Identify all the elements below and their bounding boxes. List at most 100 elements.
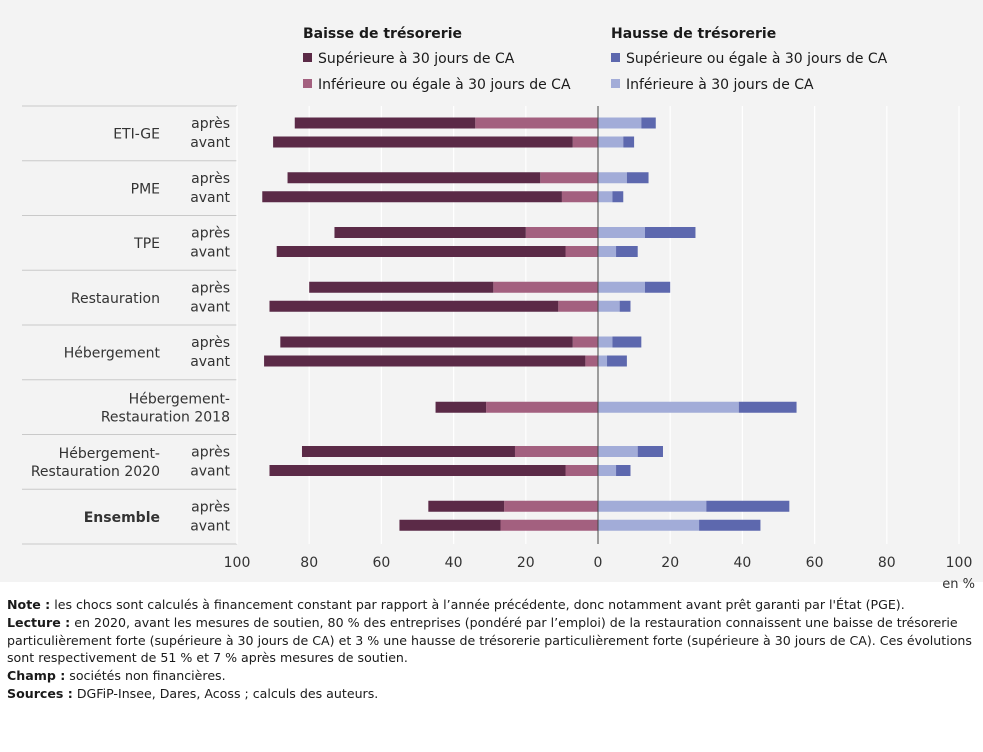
bar-segment-hausse-inf30 [598, 117, 642, 129]
bar-segment-baisse-sup30 [334, 227, 526, 238]
bar-sublabel: après [191, 226, 230, 242]
lecture-label: Lecture : [7, 614, 71, 630]
x-tick-label: 100 [946, 555, 973, 571]
category-label: Ensemble [84, 510, 160, 526]
bar-sublabel: avant [190, 135, 230, 151]
bar-segment-baisse-inf30 [561, 191, 598, 203]
bar-segment-hausse-sup30 [641, 117, 656, 129]
bar-segment-baisse-inf30 [558, 300, 598, 312]
x-unit-label: en % [942, 577, 975, 590]
bar-segment-hausse-sup30 [626, 172, 649, 184]
x-tick-label: 60 [372, 555, 390, 571]
bar-segment-baisse-inf30 [514, 446, 598, 457]
bar-segment-hausse-sup30 [612, 336, 642, 348]
bar-segment-baisse-sup30 [264, 355, 586, 367]
bar-segment-baisse-inf30 [525, 227, 598, 238]
bar-segment-hausse-inf30 [598, 446, 638, 457]
bar-segment-baisse-inf30 [486, 401, 598, 413]
bar-segment-baisse-sup30 [399, 519, 501, 531]
bar-segment-baisse-inf30 [572, 336, 598, 348]
x-tick-label: 100 [224, 555, 251, 571]
bar-sublabel: après [191, 171, 230, 187]
legend-label: Supérieure à 30 jours de CA [318, 51, 515, 67]
bar-segment-hausse-sup30 [644, 281, 671, 293]
bar-sublabel: avant [190, 299, 230, 315]
legend-item-baisse-inf30: Inférieure ou égale à 30 jours de CA [303, 77, 571, 93]
lecture-text: en 2020, avant les mesures de soutien, 8… [7, 614, 972, 666]
bar-segment-hausse-inf30 [598, 172, 627, 184]
bar-segment-baisse-sup30 [301, 446, 515, 457]
legend-item-hausse-sup30: Supérieure ou égale à 30 jours de CA [611, 51, 887, 67]
category-label: Hébergement- [129, 391, 230, 407]
bar-segment-hausse-inf30 [598, 519, 700, 531]
x-tick-label: 0 [594, 555, 603, 571]
x-tick-label: 80 [878, 555, 896, 571]
legend-swatch [303, 53, 312, 62]
bar-segment-baisse-sup30 [435, 401, 487, 413]
bar-sublabel: avant [190, 245, 230, 261]
x-tick-label: 60 [806, 555, 824, 571]
bar-segment-baisse-inf30 [475, 117, 598, 129]
bar-segment-baisse-sup30 [428, 500, 505, 512]
bar-sublabel: après [191, 335, 230, 351]
category-label: Hébergement- [59, 446, 160, 462]
bar-sublabel: avant [190, 354, 230, 370]
bar-segment-hausse-sup30 [607, 355, 627, 367]
sources-text: DGFiP-Insee, Dares, Acoss ; calculs des … [72, 685, 379, 701]
x-tick-label: 20 [661, 555, 679, 571]
bar-segment-baisse-inf30 [585, 355, 598, 367]
bar-segment-baisse-inf30 [572, 136, 598, 148]
bar-segment-hausse-inf30 [598, 227, 645, 238]
legend-item-baisse-sup30: Supérieure à 30 jours de CA [303, 51, 514, 67]
legend-label: Inférieure ou égale à 30 jours de CA [318, 77, 571, 93]
x-tick-label: 20 [517, 555, 535, 571]
category-label: ETI-GE [113, 127, 160, 143]
sources-line: Sources : DGFiP-Insee, Dares, Acoss ; ca… [7, 685, 975, 703]
bar-segment-baisse-sup30 [294, 117, 476, 129]
note-text: les chocs sont calculés à financement co… [50, 597, 905, 612]
bar-sublabel: avant [190, 518, 230, 534]
x-tick-label: 80 [300, 555, 318, 571]
category-label: Restauration [71, 291, 160, 307]
bar-segment-hausse-inf30 [598, 355, 608, 367]
bar-segment-baisse-inf30 [500, 519, 598, 531]
note-line: Note : les chocs sont calculés à finance… [7, 596, 975, 614]
bar-segment-baisse-inf30 [565, 465, 598, 476]
legend-label: Inférieure à 30 jours de CA [626, 77, 814, 93]
champ-label: Champ : [7, 668, 66, 684]
bar-segment-hausse-sup30 [616, 465, 631, 476]
bar-segment-baisse-inf30 [493, 281, 598, 293]
bar-segment-hausse-sup30 [738, 401, 797, 413]
bar-segment-baisse-sup30 [269, 465, 566, 476]
bar-segment-hausse-inf30 [598, 136, 624, 148]
legend-label: Supérieure ou égale à 30 jours de CA [626, 51, 888, 67]
legend-swatch [611, 79, 620, 88]
x-tick-label: 40 [733, 555, 751, 571]
note-label: Note : [7, 597, 51, 612]
legend-swatch [303, 79, 312, 88]
bar-segment-hausse-sup30 [619, 300, 631, 312]
x-tick-label: 40 [445, 555, 463, 571]
bar-segment-hausse-sup30 [699, 519, 761, 531]
bar-segment-hausse-sup30 [637, 446, 663, 457]
bar-segment-hausse-sup30 [616, 246, 638, 257]
bar-sublabel: après [191, 280, 230, 296]
bar-segment-hausse-sup30 [706, 500, 790, 512]
category-label: Restauration 2020 [31, 464, 160, 480]
legend-swatch [611, 53, 620, 62]
legend-title-baisse: Baisse de trésorerie [303, 26, 462, 42]
bar-sublabel: après [191, 445, 230, 461]
lecture-line: Lecture : en 2020, avant les mesures de … [7, 614, 975, 667]
bar-segment-hausse-inf30 [598, 246, 617, 257]
bar-segment-hausse-inf30 [598, 465, 617, 476]
bar-segment-baisse-sup30 [273, 136, 573, 148]
bar-segment-baisse-sup30 [287, 172, 541, 184]
bar-segment-baisse-inf30 [565, 246, 598, 257]
bar-segment-hausse-inf30 [598, 281, 645, 293]
bar-segment-hausse-inf30 [598, 336, 613, 348]
bar-segment-hausse-inf30 [598, 300, 620, 312]
bar-sublabel: après [191, 116, 230, 132]
sources-label: Sources : [7, 685, 73, 701]
bar-segment-hausse-sup30 [612, 191, 624, 203]
bar-segment-baisse-sup30 [309, 281, 494, 293]
